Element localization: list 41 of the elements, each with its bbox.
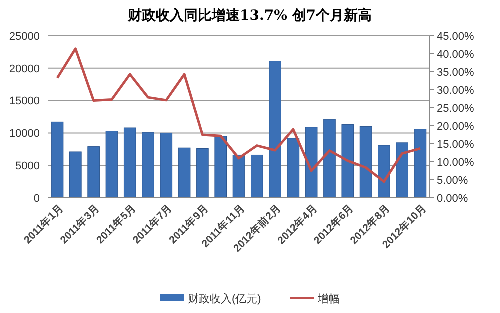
y2-tick-label: 5.00% — [437, 174, 468, 187]
bar — [414, 129, 427, 198]
y-tick-label: 5000 — [16, 160, 40, 172]
bar — [342, 124, 354, 198]
bar — [360, 126, 372, 198]
y2-tick-label: 30.00% — [437, 84, 475, 97]
bar — [324, 119, 336, 198]
legend-label: 增幅 — [317, 293, 340, 306]
bar — [88, 146, 100, 198]
y2-tick-label: 0.00% — [437, 192, 468, 205]
bar — [160, 132, 173, 198]
y2-tick-label: 10.00% — [437, 156, 475, 169]
bar — [178, 148, 191, 198]
y2-tick-label: 25.00% — [437, 102, 475, 115]
bar — [214, 136, 227, 198]
y-tick-label: 0 — [34, 192, 40, 205]
bar — [106, 131, 118, 198]
bar — [124, 128, 136, 198]
bar — [232, 154, 246, 198]
y2-tick-label: 40.00% — [437, 48, 475, 61]
y-tick-label: 15000 — [9, 96, 40, 108]
bar — [70, 152, 82, 198]
y2-tick-label: 20.00% — [437, 120, 475, 133]
bar — [142, 132, 154, 198]
bar — [396, 142, 408, 198]
bar — [378, 145, 390, 198]
bar — [196, 148, 209, 198]
y-tick-label: 25000 — [9, 30, 40, 43]
legend-label: 财政收入(亿元) — [188, 292, 262, 306]
bar — [269, 61, 282, 198]
bar — [287, 138, 300, 198]
bar — [305, 127, 318, 198]
y2-tick-label: 15.00% — [437, 138, 475, 151]
bar — [251, 154, 264, 198]
line-series — [56, 48, 422, 184]
chart-title: 财政收入同比增速13.7% 创7个月新高 — [126, 7, 372, 24]
y2-tick-label: 35.00% — [437, 66, 475, 79]
y2-tick-label: 45.00% — [437, 30, 475, 43]
y-tick-label: 20000 — [9, 63, 40, 76]
bar — [51, 122, 64, 198]
y-tick-label: 10000 — [9, 128, 40, 140]
